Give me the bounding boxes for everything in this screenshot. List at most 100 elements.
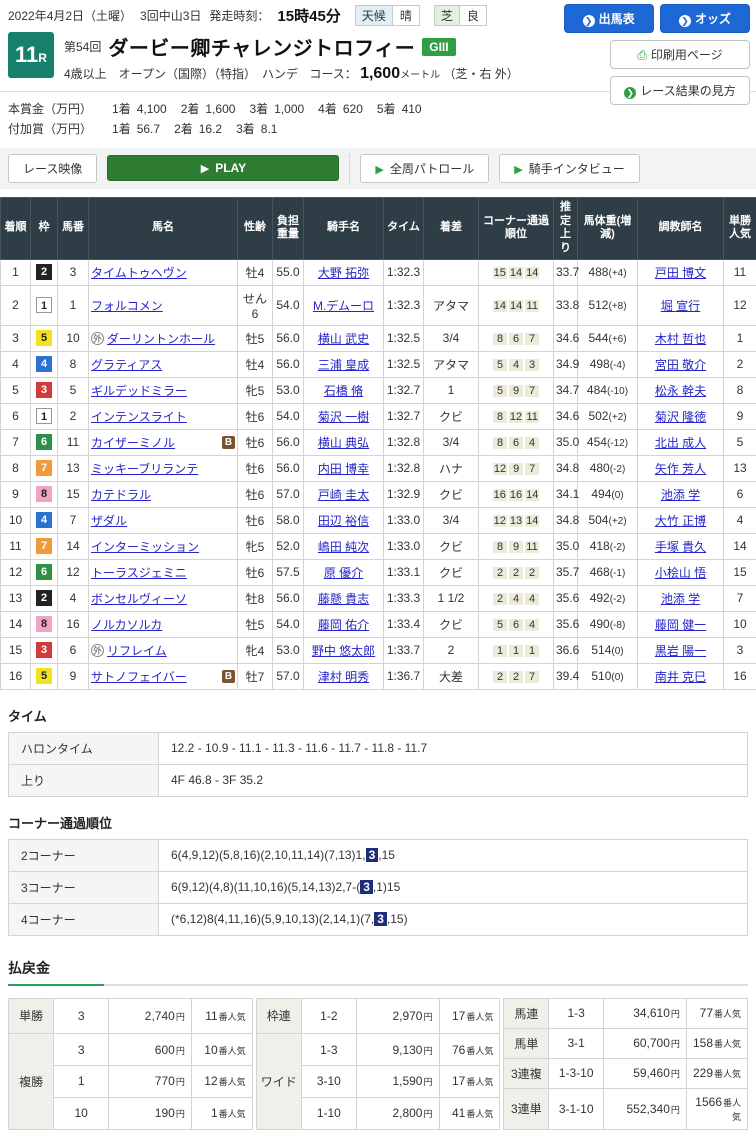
payout-amount: 600 (155, 1043, 175, 1057)
popularity-rank: 17 (452, 1009, 465, 1023)
arrow-circle-icon: ❯ (583, 15, 595, 27)
horse-link[interactable]: フォルコメン (91, 297, 163, 314)
corner-row-label: 4コーナー (9, 903, 159, 935)
yen-suffix: 円 (423, 1077, 432, 1087)
race-edition: 第54回 (64, 38, 101, 55)
jockey-link[interactable]: 野中 悠太郎 (312, 644, 375, 658)
jockey-link[interactable]: 菊沢 一樹 (318, 410, 369, 424)
trainer-link[interactable]: 南井 克巳 (655, 670, 706, 684)
corner-position-chip: 13 (509, 515, 523, 527)
last3f-cell: 35.6 (554, 585, 578, 611)
body-weight: 480 (590, 461, 610, 475)
trainer-link[interactable]: 池添 学 (661, 488, 700, 502)
horse-link[interactable]: インテンスライト (91, 408, 187, 425)
jockey-link[interactable]: 横山 典弘 (318, 436, 369, 450)
video-camera-icon: ▶ (201, 162, 209, 175)
trainer-link[interactable]: 菊沢 隆徳 (655, 410, 706, 424)
rank-cell: 5 (1, 377, 31, 403)
jockey-link[interactable]: M.デムーロ (313, 299, 374, 313)
horse-number-cell: 6 (58, 637, 89, 663)
jockey-link[interactable]: 石橋 脩 (324, 384, 363, 398)
payout-amount-cell: 9,130円 (356, 1034, 439, 1066)
trainer-link[interactable]: 小桧山 悟 (655, 566, 706, 580)
trainer-link[interactable]: 藤岡 健一 (655, 618, 706, 632)
result-guide-button[interactable]: ❯レース結果の見方 (610, 76, 750, 105)
trainer-link[interactable]: 手塚 貴久 (655, 540, 706, 554)
body-weight: 504 (588, 513, 608, 527)
jockey-interview-button[interactable]: ▶騎手インタビュー (499, 154, 639, 183)
horse-link[interactable]: タイムトゥヘヴン (91, 264, 187, 281)
last3f-cell: 34.8 (554, 455, 578, 481)
patrol-video-button[interactable]: ▶全周パトロール (360, 154, 489, 183)
time-cell: 1:33.0 (384, 507, 424, 533)
jockey-link[interactable]: 戸崎 圭太 (318, 488, 369, 502)
margin-cell: 3/4 (424, 325, 479, 351)
print-page-button[interactable]: ⎙印刷用ページ (610, 40, 750, 69)
margin-cell: クビ (424, 403, 479, 429)
jockey-link[interactable]: 嶋田 純次 (318, 540, 369, 554)
trainer-link[interactable]: 黒岩 陽一 (655, 644, 706, 658)
jockey-link[interactable]: 三浦 皇成 (318, 358, 369, 372)
printer-icon: ⎙ (637, 48, 647, 63)
play-button[interactable]: ▶PLAY (107, 155, 339, 181)
trainer-link[interactable]: 矢作 芳人 (655, 462, 706, 476)
horse-link[interactable]: ザダル (91, 512, 127, 529)
horse-link[interactable]: カテドラル (91, 486, 151, 503)
entries-button[interactable]: ❯出馬表 (564, 4, 654, 33)
payout-amount-cell: 770円 (109, 1066, 192, 1098)
horse-link[interactable]: グラティアス (91, 356, 162, 373)
trainer-link[interactable]: 木村 哲也 (655, 332, 706, 346)
trainer-link[interactable]: 大竹 正博 (655, 514, 706, 528)
odds-rank-cell: 1 (724, 325, 756, 351)
horse-link[interactable]: サトノフェイバー (91, 668, 187, 685)
jockey-link[interactable]: 藤岡 佑介 (318, 618, 369, 632)
trainer-link[interactable]: 池添 学 (661, 592, 700, 606)
trainer-link[interactable]: 北出 成人 (655, 436, 706, 450)
corner-position-chip: 4 (509, 359, 523, 371)
jockey-link[interactable]: 横山 武史 (318, 332, 369, 346)
bet-type-label: 馬単 (504, 1028, 549, 1058)
trainer-link[interactable]: 宮田 敬介 (655, 358, 706, 372)
horse-number-cell: 13 (58, 455, 89, 481)
horse-link[interactable]: ミッキーブリランテ (91, 460, 198, 477)
jockey-link[interactable]: 津村 明秀 (318, 670, 369, 684)
horse-link[interactable]: トーラスジェミニ (91, 564, 187, 581)
popularity-cell: 76番人気 (439, 1034, 500, 1066)
jockey-link[interactable]: 大野 拓弥 (318, 266, 369, 280)
odds-rank-cell: 11 (724, 259, 756, 285)
horse-link[interactable]: ギルデッドミラー (91, 382, 187, 399)
horse-link[interactable]: ボンセルヴィーソ (91, 590, 187, 607)
corner-position-chip: 4 (525, 437, 539, 449)
trainer-link[interactable]: 戸田 博文 (655, 266, 706, 280)
column-header: 枠 (31, 197, 58, 259)
horse-link[interactable]: リフレイム (107, 642, 167, 659)
jockey-link[interactable]: 田辺 裕信 (318, 514, 369, 528)
yen-suffix: 円 (671, 1105, 680, 1115)
frame-number-chip: 1 (36, 408, 52, 424)
last3f-cell: 34.1 (554, 481, 578, 507)
trainer-link[interactable]: 松永 幹夫 (655, 384, 706, 398)
video-bar: レース映像 ▶PLAY ▶全周パトロール ▶騎手インタビュー (0, 148, 756, 189)
jockey-cell: 石橋 脩 (304, 377, 384, 403)
horse-link[interactable]: ダーリントンホール (107, 330, 215, 347)
jockey-link[interactable]: 藤懸 貴志 (318, 592, 369, 606)
rank-cell: 16 (1, 663, 31, 689)
body-weight-cell: 480(-2) (578, 455, 638, 481)
popularity-cell: 17番人気 (439, 998, 500, 1033)
jockey-link[interactable]: 内田 博幸 (318, 462, 369, 476)
corner-row-value: (*6,12)8(4,11,16)(5,9,10,13)(2,14,1)(7,3… (159, 903, 748, 935)
horse-link[interactable]: インターミッション (91, 538, 199, 555)
last3f-cell: 35.0 (554, 533, 578, 559)
frame-number-chip: 5 (36, 330, 52, 346)
odds-button[interactable]: ❯オッズ (660, 4, 750, 33)
horse-link[interactable]: カイザーミノル (91, 434, 175, 451)
body-weight: 490 (590, 617, 610, 631)
odds-rank-cell: 7 (724, 585, 756, 611)
jockey-link[interactable]: 原 優介 (324, 566, 363, 580)
trainer-link[interactable]: 堀 宣行 (661, 299, 700, 313)
horse-link[interactable]: ノルカソルカ (91, 616, 162, 633)
